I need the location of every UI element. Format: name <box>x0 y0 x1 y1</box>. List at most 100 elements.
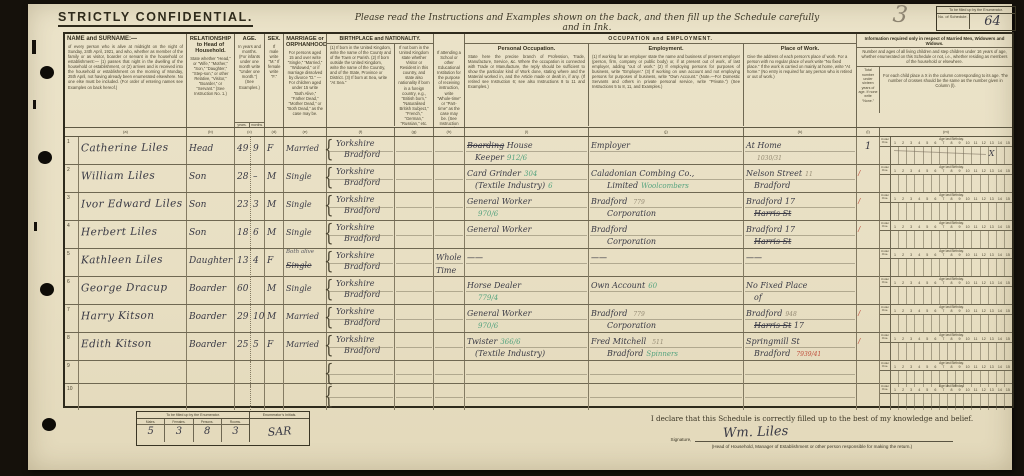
nationality-cell <box>395 384 434 410</box>
header-personal-occupation: Personal Occupation. State here the prec… <box>465 44 589 126</box>
relationship-cell: Boarder <box>187 333 235 360</box>
row-number-cell: 2 <box>65 165 79 192</box>
occupation-cell: Twister 366/6 (Textile Industry) <box>465 333 589 360</box>
place-of-work-cell: Springmill St Bradford 7939/41 <box>744 333 857 360</box>
relationship-cell: Daughter <box>187 249 235 277</box>
relationship-cell: Head <box>187 137 235 164</box>
paper-sheet <box>28 4 1012 470</box>
age-years-cell: 25 <box>235 333 251 360</box>
sex-cell: M <box>265 165 284 192</box>
marriage-cell: Both alive Single <box>284 249 327 277</box>
brace-mark: { <box>324 218 334 247</box>
marriage-cell: Married <box>284 333 327 360</box>
place-of-work-cell: Nelson Street 11 Bradford <box>744 165 857 192</box>
rooms-column: Rooms. 3 <box>221 419 249 442</box>
relationship-cell: Son <box>187 193 235 220</box>
occupation-cell: Card Grinder 304 (Textile Industry) 6 <box>465 165 589 192</box>
brace-mark: { <box>324 190 334 219</box>
education-cell <box>434 137 465 164</box>
employment-cell: Fred Mitchell 511 Bradford Spinners <box>589 333 744 360</box>
binding-mark <box>34 222 37 231</box>
nationality-cell <box>395 361 434 387</box>
header-nationality: If not born in the United Kingdom state … <box>398 45 430 126</box>
binding-mark <box>33 100 36 109</box>
children-total-cell: / <box>857 165 880 192</box>
children-total-cell <box>857 277 880 304</box>
marriage-cell <box>284 384 327 410</box>
occupation-cell <box>465 384 589 410</box>
header-birthplace-group: BIRTHPLACE and NATIONALITY. (1) If born … <box>327 34 434 127</box>
name-cell: Kathleen Liles <box>79 249 187 277</box>
name-cell: George Dracup <box>79 277 187 304</box>
birthplace-cell: { Yorkshire Bradford <box>324 277 395 304</box>
employment-cell: Bradford Corporation <box>589 221 744 248</box>
education-cell <box>434 165 465 192</box>
employment-cell: Own Account 60 <box>589 277 744 304</box>
declaration-caption: (Head of Household, Manager of Establish… <box>711 444 913 449</box>
name-cell: Catherine Liles <box>79 137 187 164</box>
age-months-cell <box>251 361 265 387</box>
header-name: NAME and SURNAME:— of every person who i… <box>65 34 187 127</box>
employment-cell: —— <box>589 249 744 277</box>
row-number-cell: 1 <box>65 137 79 164</box>
place-of-work-cell: Bradford 17 Harris St <box>744 193 857 220</box>
children-total-cell <box>857 384 880 410</box>
brace-mark: { <box>324 162 334 191</box>
row-number-cell: 7 <box>65 305 79 332</box>
table-body: 1 Catherine Liles Head 49 9 F Married { … <box>65 137 1012 410</box>
age-years-cell <box>235 384 251 410</box>
punch-hole <box>42 418 56 431</box>
children-total-cell <box>857 361 880 387</box>
birthplace-cell: { Yorkshire Bradford <box>324 249 395 277</box>
place-of-work-cell: Bradford 948 Harris St 17 <box>744 305 857 332</box>
birthplace-cell: { Yorkshire Bradford <box>324 218 395 248</box>
relationship-cell: Boarder <box>187 305 235 332</box>
females-column: Females. 3 <box>165 419 194 442</box>
header-marriage: MARRIAGE or ORPHANHOOD. For persons aged… <box>284 34 327 127</box>
row-number-cell: 4 <box>65 221 79 248</box>
relationship-cell: Boarder <box>187 277 235 304</box>
table-row: 5 Kathleen Liles Daughter 13 4 F Both al… <box>65 249 1012 277</box>
birthplace-cell: { Yorkshire Bradford <box>324 190 395 220</box>
pencil-annotation: 3 <box>891 1 909 29</box>
header-place-of-work: Place of Work. Give the address of each … <box>747 46 852 80</box>
signature-value: Wm. Liles <box>723 423 789 442</box>
name-cell: Edith Kitson <box>79 333 187 360</box>
schedule-box-title: To be filled up by the Enumerator. <box>937 7 1015 14</box>
birthplace-cell: { <box>324 358 395 387</box>
age-months-cell: 4 <box>251 249 265 277</box>
header-children-total: Total number under sixteen years of age.… <box>857 67 880 114</box>
confidential-heading: STRICTLY CONFIDENTIAL. <box>58 10 253 27</box>
sex-cell: M <box>265 305 284 332</box>
marriage-cell: Single <box>284 277 327 304</box>
age-months-cell: – <box>251 165 265 192</box>
nationality-cell <box>395 221 434 248</box>
header-birthplace: (1) If born in the United Kingdom, write… <box>327 44 395 126</box>
brace-mark: { <box>324 358 334 387</box>
sex-cell: M <box>265 193 284 220</box>
age-months-cell: 6 <box>251 221 265 248</box>
table-header: NAME and SURNAME:— of every person who i… <box>65 34 1012 128</box>
enumerator-initials-label: Enumerator’s Initials. <box>262 413 297 417</box>
education-cell <box>434 221 465 248</box>
age-months-cell: 3 <box>251 193 265 220</box>
name-cell: William Liles <box>79 165 187 192</box>
table-row: 2 William Liles Son 28 – M Single { York… <box>65 165 1012 193</box>
occupation-cell: Horse Dealer 779/4 <box>465 277 589 304</box>
employment-cell: Employer <box>589 137 744 164</box>
marriage-cell: Single <box>284 193 327 220</box>
age-years-cell: 13 <box>235 249 251 277</box>
occupation-cell <box>465 361 589 387</box>
schedule-number-box: To be filled up by the Enumerator. No. o… <box>936 6 1016 31</box>
header-children-grid-note: For each child place a X in the column c… <box>883 73 1008 89</box>
nationality-cell <box>395 333 434 360</box>
sex-cell <box>265 384 284 410</box>
place-of-work-cell: —— <box>744 249 857 277</box>
instruction-note: Please read the Instructions and Example… <box>354 13 820 33</box>
sex-cell <box>265 361 284 387</box>
